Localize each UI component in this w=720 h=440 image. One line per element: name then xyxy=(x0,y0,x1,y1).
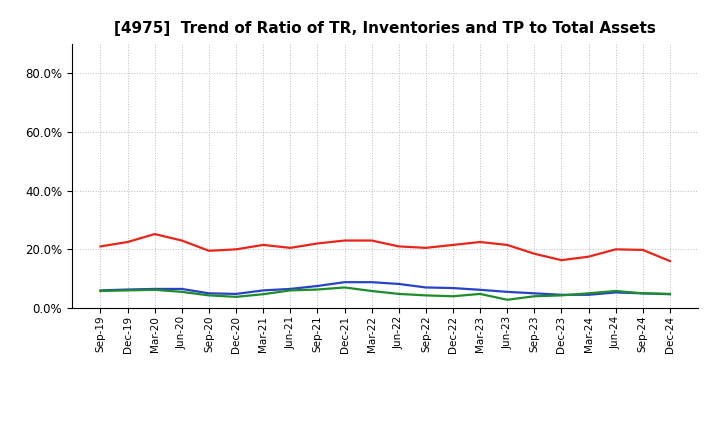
Inventories xyxy=(232,291,240,297)
Inventories xyxy=(449,286,457,291)
Trade Payables xyxy=(96,288,105,293)
Trade Receivables xyxy=(341,238,349,243)
Trade Payables xyxy=(639,291,647,296)
Trade Receivables xyxy=(476,239,485,245)
Inventories xyxy=(503,289,511,294)
Trade Receivables xyxy=(367,238,376,243)
Line: Inventories: Inventories xyxy=(101,282,670,295)
Inventories xyxy=(178,286,186,292)
Trade Receivables xyxy=(611,247,620,252)
Inventories xyxy=(421,285,430,290)
Trade Payables xyxy=(232,294,240,300)
Trade Payables xyxy=(286,288,294,293)
Trade Receivables xyxy=(313,241,322,246)
Inventories xyxy=(123,287,132,292)
Trade Payables xyxy=(530,293,539,299)
Trade Receivables xyxy=(421,245,430,250)
Inventories xyxy=(259,288,268,293)
Trade Payables xyxy=(341,285,349,290)
Inventories xyxy=(665,292,674,297)
Trade Receivables xyxy=(530,251,539,257)
Trade Payables xyxy=(421,293,430,298)
Inventories xyxy=(286,286,294,292)
Inventories xyxy=(611,290,620,295)
Inventories xyxy=(530,291,539,296)
Trade Receivables xyxy=(665,258,674,264)
Trade Receivables xyxy=(259,242,268,248)
Trade Payables xyxy=(449,293,457,299)
Trade Payables xyxy=(665,291,674,297)
Trade Payables xyxy=(395,291,403,297)
Trade Receivables xyxy=(286,245,294,250)
Trade Payables xyxy=(313,287,322,292)
Trade Payables xyxy=(259,292,268,297)
Inventories xyxy=(313,283,322,289)
Trade Receivables xyxy=(449,242,457,248)
Trade Payables xyxy=(611,288,620,293)
Trade Payables xyxy=(150,287,159,293)
Trade Receivables xyxy=(232,247,240,252)
Inventories xyxy=(639,291,647,296)
Trade Receivables xyxy=(639,247,647,253)
Inventories xyxy=(476,287,485,293)
Inventories xyxy=(150,286,159,292)
Inventories xyxy=(584,292,593,297)
Trade Receivables xyxy=(557,257,566,263)
Trade Payables xyxy=(204,293,213,298)
Inventories xyxy=(204,291,213,296)
Inventories xyxy=(341,279,349,285)
Trade Receivables xyxy=(503,242,511,248)
Trade Receivables xyxy=(395,244,403,249)
Line: Trade Receivables: Trade Receivables xyxy=(101,234,670,261)
Inventories xyxy=(367,279,376,285)
Trade Payables xyxy=(557,293,566,298)
Trade Payables xyxy=(178,289,186,294)
Trade Payables xyxy=(123,288,132,293)
Trade Receivables xyxy=(204,248,213,253)
Trade Payables xyxy=(476,291,485,297)
Trade Receivables xyxy=(123,239,132,245)
Trade Receivables xyxy=(584,254,593,259)
Line: Trade Payables: Trade Payables xyxy=(101,287,670,300)
Inventories xyxy=(395,281,403,286)
Trade Payables xyxy=(584,291,593,296)
Trade Receivables xyxy=(96,244,105,249)
Trade Payables xyxy=(367,288,376,293)
Trade Receivables xyxy=(150,231,159,237)
Title: [4975]  Trend of Ratio of TR, Inventories and TP to Total Assets: [4975] Trend of Ratio of TR, Inventories… xyxy=(114,21,656,36)
Trade Receivables xyxy=(178,238,186,243)
Inventories xyxy=(96,288,105,293)
Inventories xyxy=(557,292,566,297)
Trade Payables xyxy=(503,297,511,302)
